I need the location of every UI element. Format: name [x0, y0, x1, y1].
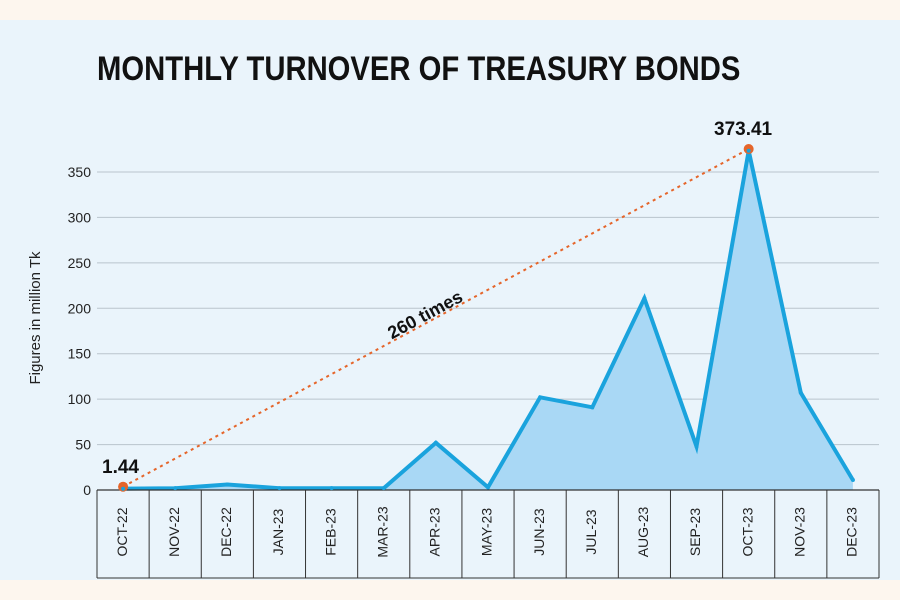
y-axis-label: Figures in million Tk: [27, 251, 44, 385]
x-tick-label: MAY-23: [479, 508, 495, 556]
start-value-label: 1.44: [102, 457, 139, 478]
data-point: [329, 486, 334, 491]
data-point: [121, 486, 126, 491]
y-tick-label: 100: [68, 391, 92, 407]
x-tick-label: SEP-23: [687, 508, 703, 556]
y-ticks: 0 50 100 150 200 250 300 350: [68, 164, 92, 498]
x-axis: OCT-22 NOV-22 DEC-22 JAN-23 FEB-23 MAR-23 APR-…: [96, 489, 880, 579]
x-tick-label: OCT-23: [739, 507, 755, 556]
data-point: [173, 486, 178, 491]
x-tick-label: FEB-23: [322, 508, 338, 556]
y-tick-label: 150: [68, 346, 92, 362]
y-tick-label: 200: [68, 300, 92, 316]
x-tick-label: JUL-23: [583, 509, 599, 554]
y-tick-label: 250: [68, 255, 92, 271]
data-point: [798, 390, 803, 395]
data-point: [538, 395, 543, 400]
x-tick-label: JUN-23: [531, 508, 547, 556]
data-point: [850, 478, 855, 483]
data-point: [694, 444, 699, 449]
x-tick-label: APR-23: [427, 507, 443, 556]
peak-value-label: 373.41: [714, 119, 773, 140]
x-tick-label: MAR-23: [374, 506, 390, 558]
chart-title: MONTHLY TURNOVER OF TREASURY BONDS: [97, 50, 741, 88]
data-point: [590, 405, 595, 410]
data-point: [433, 440, 438, 445]
data-point: [225, 482, 230, 487]
y-tick-label: 50: [75, 437, 91, 453]
data-point: [486, 485, 490, 490]
y-tick-label: 300: [68, 209, 92, 225]
x-tick-label: DEC-23: [844, 507, 860, 557]
data-point: [277, 486, 282, 491]
y-tick-label: 0: [83, 482, 91, 498]
x-tick-label: AUG-23: [635, 507, 651, 558]
series-area: [123, 150, 853, 490]
x-tick-label: OCT-22: [114, 507, 130, 556]
data-point: [746, 148, 751, 153]
growth-annotation: 260 times: [384, 286, 466, 343]
x-tick-label: JAN-23: [270, 508, 286, 555]
x-tick-label: DEC-22: [218, 507, 234, 557]
data-point: [381, 486, 386, 491]
x-tick-label: NOV-23: [792, 507, 808, 557]
data-point: [642, 296, 647, 301]
y-tick-label: 350: [68, 164, 92, 180]
x-tick-label: NOV-22: [166, 507, 182, 557]
